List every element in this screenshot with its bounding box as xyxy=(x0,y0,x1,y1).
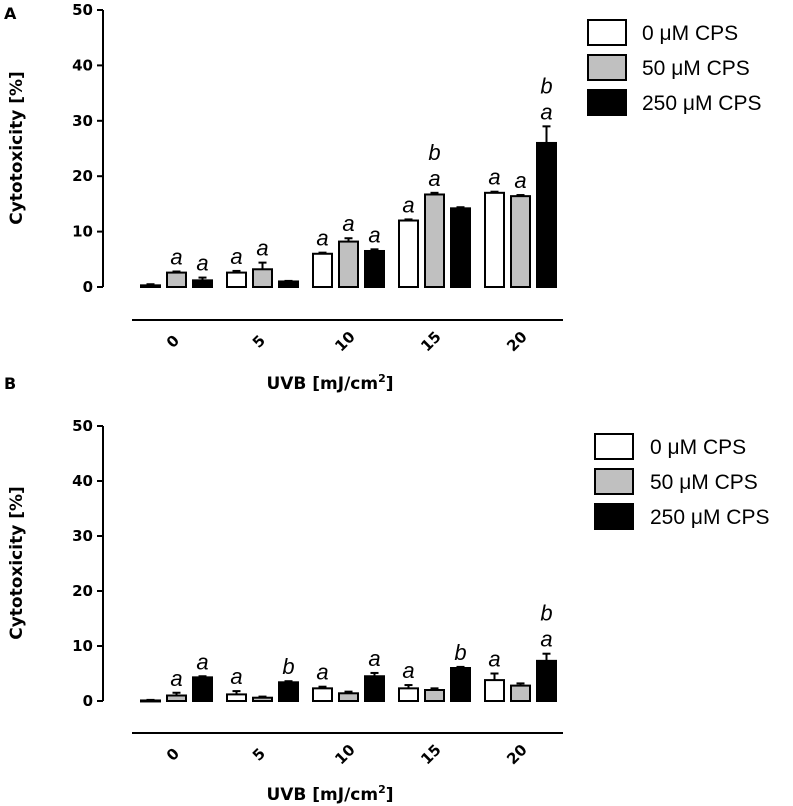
bar-50-uM-uvb-5 xyxy=(252,268,273,289)
bar-0-uM-uvb-20 xyxy=(484,679,505,702)
y-tick-label: 40 xyxy=(72,472,93,490)
y-tick-label: 10 xyxy=(72,223,93,241)
legend-label: 50 μM CPS xyxy=(650,471,758,494)
significance-label: a xyxy=(368,646,380,671)
y-tick-label: 0 xyxy=(83,278,93,296)
bar-250-uM-uvb-10 xyxy=(364,249,385,289)
significance-label: a xyxy=(488,647,500,672)
y-axis-title: Cytotoxicity [%] xyxy=(7,486,27,640)
legend-label: 0 μM CPS xyxy=(642,22,738,45)
x-tick-label: 20 xyxy=(503,741,530,768)
bar-0-uM-uvb-5 xyxy=(226,271,247,289)
bar-0-uM-uvb-15 xyxy=(398,687,419,702)
x-tick-label: 0 xyxy=(163,744,183,764)
legend-label: 250 μM CPS xyxy=(642,92,761,115)
bar-0-uM-uvb-15 xyxy=(398,219,419,289)
bar-250-uM-uvb-10 xyxy=(364,675,385,702)
significance-label: a xyxy=(540,99,552,124)
bar-250-uM-uvb-15 xyxy=(450,207,471,288)
y-tick-label: 30 xyxy=(72,527,93,545)
significance-label: a xyxy=(514,168,526,193)
bar-0-uM-uvb-5 xyxy=(226,693,247,703)
significance-label: a xyxy=(196,649,208,674)
y-tick-label: 50 xyxy=(72,1,93,19)
bar-0-uM-uvb-20 xyxy=(484,191,505,289)
bar-250-uM-uvb-0 xyxy=(192,676,213,702)
x-tick-label: 20 xyxy=(503,328,530,355)
bar-50-uM-uvb-10 xyxy=(338,692,359,702)
bar-50-uM-uvb-0 xyxy=(166,271,187,289)
bar-50-uM-uvb-20 xyxy=(510,684,531,702)
legend-label: 50 μM CPS xyxy=(642,57,750,80)
significance-label: a xyxy=(402,192,414,217)
bar-50-uM-uvb-15 xyxy=(424,689,445,702)
x-tick-label: 10 xyxy=(331,328,358,355)
y-tick-label: 20 xyxy=(72,167,93,185)
significance-label: a xyxy=(316,226,328,251)
bar-250-uM-uvb-20 xyxy=(536,141,557,288)
bar-250-uM-uvb-5 xyxy=(278,681,299,702)
bar-50-uM-uvb-15 xyxy=(424,193,445,288)
significance-label: a xyxy=(170,244,182,269)
panel-label: B xyxy=(4,374,16,393)
bar-250-uM-uvb-5 xyxy=(278,280,299,288)
x-tick-label: 10 xyxy=(331,741,358,768)
x-tick-label: 5 xyxy=(249,744,269,764)
bar-50-uM-uvb-10 xyxy=(338,240,359,289)
significance-label: b xyxy=(540,601,552,626)
significance-label: a xyxy=(230,244,242,269)
significance-label: a xyxy=(342,211,354,236)
significance-label: b xyxy=(282,654,294,679)
x-tick-label: 15 xyxy=(417,328,444,355)
significance-label: a xyxy=(428,166,440,191)
x-tick-label: 5 xyxy=(249,331,269,351)
legend-label: 0 μM CPS xyxy=(650,436,746,459)
significance-label: b xyxy=(540,73,552,98)
bar-50-uM-uvb-20 xyxy=(510,195,531,288)
bar-0-uM-uvb-0 xyxy=(140,284,161,289)
significance-label: a xyxy=(488,165,500,190)
y-axis-title: Cytotoxicity [%] xyxy=(7,71,27,225)
legend-swatch xyxy=(587,54,627,81)
bar-0-uM-uvb-10 xyxy=(312,687,333,702)
legend-swatch xyxy=(587,19,627,46)
y-tick-label: 50 xyxy=(72,417,93,435)
bar-50-uM-uvb-0 xyxy=(166,694,187,702)
significance-label: a xyxy=(256,236,268,261)
bar-250-uM-uvb-20 xyxy=(536,659,557,702)
legend-swatch xyxy=(594,433,634,460)
y-tick-label: 20 xyxy=(72,582,93,600)
legend-label: 250 μM CPS xyxy=(650,506,769,529)
significance-label: a xyxy=(402,658,414,683)
significance-label: a xyxy=(170,666,182,691)
legend-swatch xyxy=(594,503,634,530)
significance-label: a xyxy=(230,664,242,689)
significance-label: a xyxy=(368,222,380,247)
legend-swatch xyxy=(594,468,634,495)
significance-label: b xyxy=(428,140,440,165)
x-tick-label: 15 xyxy=(417,741,444,768)
significance-label: a xyxy=(196,251,208,276)
legend-swatch xyxy=(587,89,627,116)
significance-label: a xyxy=(316,660,328,685)
x-axis-title: UVB [mJ/cm2] xyxy=(266,783,393,805)
significance-label: a xyxy=(540,627,552,652)
x-axis-title: UVB [mJ/cm2] xyxy=(266,372,393,394)
y-tick-label: 0 xyxy=(83,692,93,710)
bar-250-uM-uvb-15 xyxy=(450,667,471,702)
bar-0-uM-uvb-10 xyxy=(312,252,333,288)
y-tick-label: 10 xyxy=(72,637,93,655)
bar-50-uM-uvb-5 xyxy=(252,696,273,703)
panel-label: A xyxy=(4,4,17,23)
x-tick-label: 0 xyxy=(163,331,183,351)
bar-250-uM-uvb-0 xyxy=(192,279,213,288)
y-tick-label: 40 xyxy=(72,56,93,74)
significance-label: b xyxy=(454,640,466,665)
y-tick-label: 30 xyxy=(72,112,93,130)
